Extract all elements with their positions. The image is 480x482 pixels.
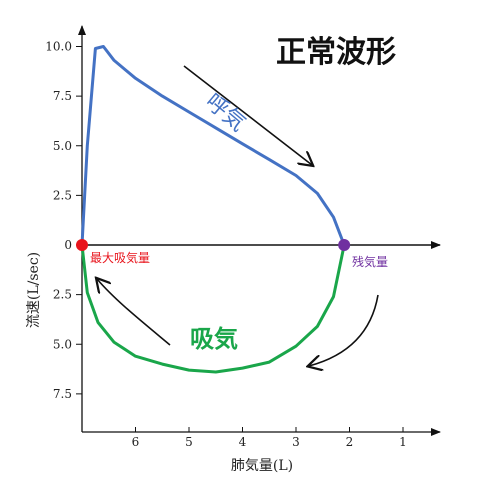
y-tick-label-pos-0: 10.0 xyxy=(45,40,72,54)
data-point-0 xyxy=(76,239,88,251)
expiration-arrow xyxy=(183,65,312,165)
inspiration-label: 吸気 xyxy=(190,325,238,353)
y-tick-label-pos-1: 7.5 xyxy=(53,89,72,103)
data-point-1 xyxy=(338,239,351,251)
chart-title: 正常波形 xyxy=(276,35,396,70)
y-tick-label-neg-1: 5.0 xyxy=(53,337,72,351)
exhale-return-arrow xyxy=(309,294,379,366)
x-tick-label-0: 6 xyxy=(132,435,140,449)
y-ticks: 10.0 7.5 5.0 2.5 0 2.5 5.0 7.5 xyxy=(45,40,82,401)
y-axis-label: 流速(L/sec) xyxy=(26,252,42,328)
x-axis-label: 肺気量(L) xyxy=(231,458,293,474)
point-label-max-inspiration: 最大吸気量 xyxy=(90,250,150,265)
y-tick-label-pos-2: 5.0 xyxy=(53,139,72,153)
x-tick-label-1: 5 xyxy=(185,435,193,449)
inspiration-arrow xyxy=(97,279,171,346)
series-group xyxy=(80,45,346,374)
y-tick-label-pos-3: 2.5 xyxy=(53,188,72,202)
x-tick-label-2: 4 xyxy=(239,435,247,449)
y-tick-label-zero: 0 xyxy=(64,238,72,252)
series-line-1 xyxy=(80,243,346,374)
y-tick-label-neg-0: 2.5 xyxy=(53,288,72,302)
x-tick-label-3: 3 xyxy=(292,435,300,449)
x-tick-label-5: 1 xyxy=(399,435,407,449)
x-ticks: 6 5 4 3 2 1 xyxy=(132,427,407,449)
x-tick-label-4: 2 xyxy=(346,435,354,449)
y-tick-label-neg-2: 7.5 xyxy=(53,387,72,401)
expiration-label: 呼気 xyxy=(200,89,250,136)
point-label-residual-volume: 残気量 xyxy=(352,254,388,269)
points-group xyxy=(76,239,351,251)
series-line-0 xyxy=(80,45,346,247)
